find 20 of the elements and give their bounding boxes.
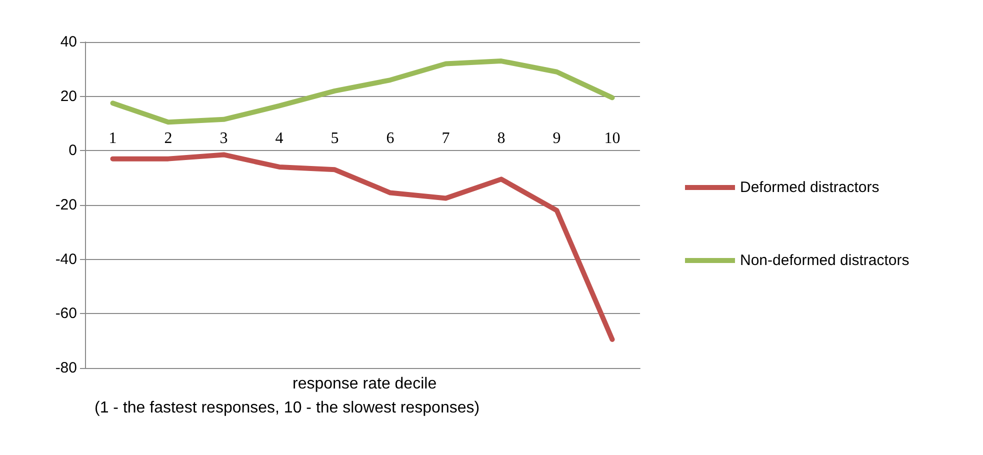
x-tick-label: 9 xyxy=(552,130,561,148)
y-tick-label: -80 xyxy=(55,360,77,376)
x-axis-title: response rate decile (1 - the fastest responses, 10 - the slowest responses) xyxy=(94,376,480,416)
legend-label: Non-deformed distractors xyxy=(740,252,910,269)
y-tick-label: -40 xyxy=(55,250,77,268)
x-tick-label: 10 xyxy=(604,130,620,148)
x-tick-label: 6 xyxy=(386,130,394,148)
y-tick-label: 20 xyxy=(60,88,77,105)
y-tick-label: 40 xyxy=(60,34,77,50)
x-tick-label: 1 xyxy=(108,130,117,148)
x-tick-label: 4 xyxy=(275,130,284,148)
x-tick-label: 3 xyxy=(220,130,228,148)
x-tick-label: 2 xyxy=(164,130,172,148)
y-tick-label: -60 xyxy=(55,305,77,322)
x-tick-label: 8 xyxy=(497,130,506,148)
y-tick-label: -20 xyxy=(55,196,77,214)
x-tick-label: 7 xyxy=(442,130,450,148)
legend-label: Deformed distractors xyxy=(740,179,880,196)
y-tick-label: 0 xyxy=(68,142,77,160)
x-tick-label: 5 xyxy=(330,130,339,148)
